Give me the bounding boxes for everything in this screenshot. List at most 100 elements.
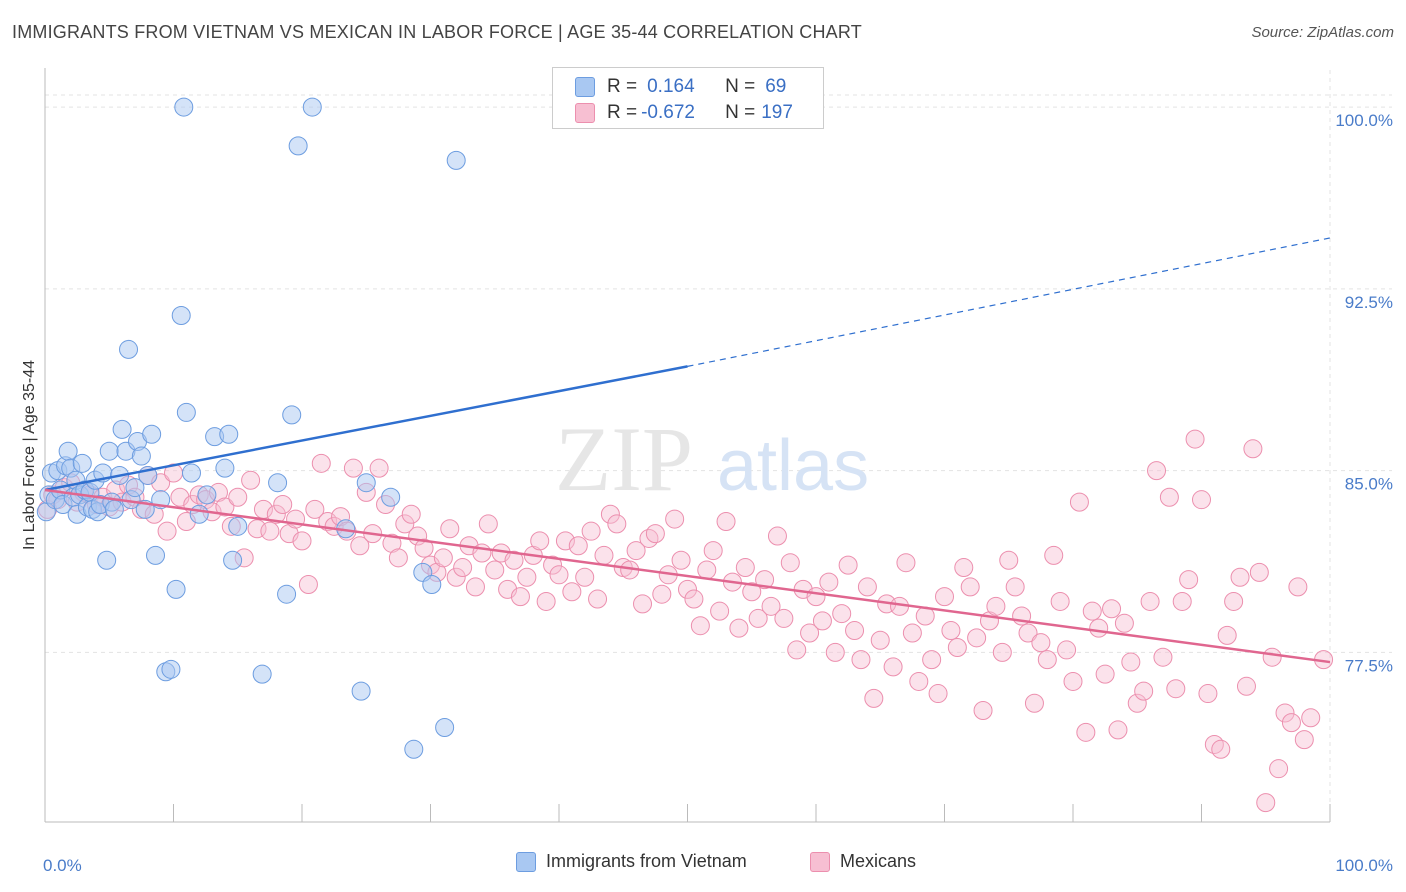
mexicans-point [453, 558, 473, 578]
mexicans-point [1217, 625, 1237, 645]
mexicans-point [1147, 461, 1167, 481]
legend-item-mexicans[interactable]: Mexicans [810, 851, 916, 872]
legend-item-vietnam[interactable]: Immigrants from Vietnam [516, 851, 747, 872]
mexicans-point [896, 553, 916, 573]
mexicans-point [1172, 591, 1192, 611]
vietnam-point [97, 550, 117, 570]
vietnam-point [176, 402, 196, 422]
mexicans-point [735, 558, 755, 578]
vietnam-point [189, 504, 209, 524]
mexicans-point [395, 514, 415, 534]
n-label: N = [725, 76, 756, 97]
mexicans-point [1262, 647, 1282, 667]
mexicans-point [1044, 545, 1064, 565]
y-tick-label: 100.0% [1335, 111, 1393, 130]
vietnam-point [146, 545, 166, 565]
mexicans-point [215, 497, 235, 517]
mexicans-point [1236, 676, 1256, 696]
mexicans-point [555, 531, 575, 551]
mexicans-point [960, 577, 980, 597]
n-label: N = [725, 102, 756, 123]
mexicans-point [504, 550, 524, 570]
r-label: R = [607, 102, 638, 123]
grid [45, 70, 1392, 822]
vietnam-point [99, 441, 119, 461]
mexicans-point [851, 650, 871, 670]
vietnam-point [58, 441, 78, 461]
mexicans-point [947, 638, 967, 658]
mexicans-point [703, 541, 723, 561]
mexicans-point [1211, 739, 1231, 759]
mexicans-point [401, 504, 421, 524]
mexicans-point [433, 548, 453, 568]
stats-row-vietnam: R = 0.164 N = 69 [575, 74, 786, 100]
mexicans-point [1114, 613, 1134, 633]
mexicans-point [241, 470, 261, 490]
mexicans-point [1057, 640, 1077, 660]
mexicans-point [1153, 647, 1173, 667]
mexicans-point [973, 701, 993, 721]
vietnam-point [174, 97, 194, 117]
mexicans-point [652, 584, 672, 604]
vietnam-point [446, 150, 466, 170]
r-value: 0.164 [647, 76, 695, 97]
vietnam-trend-extension [687, 237, 1331, 367]
vietnam-point [215, 458, 235, 478]
mexicans-point [382, 533, 402, 553]
mexicans-point [1024, 693, 1044, 713]
mexicans-point [1249, 562, 1269, 582]
mexicans-point [761, 596, 781, 616]
vietnam-point [404, 739, 424, 759]
mexicans-point [639, 528, 659, 548]
mexicans-point [575, 567, 595, 587]
swatch-mexicans [575, 103, 595, 123]
n-value: 69 [765, 76, 787, 97]
vietnam-point [72, 453, 92, 473]
mexicans-point [845, 621, 865, 641]
mexicans-point [607, 514, 627, 534]
mexicans-point [1159, 487, 1179, 507]
vietnam-point [181, 463, 201, 483]
mexicans-point [697, 560, 717, 580]
bottom-legend: Immigrants from Vietnam Mexicans [0, 851, 1406, 879]
mexicans-point [1018, 623, 1038, 643]
vietnam-point [302, 97, 322, 117]
mexicans-point [517, 567, 537, 587]
mexicans-point [838, 555, 858, 575]
mexicans-point [883, 657, 903, 677]
mexicans-point [633, 594, 653, 614]
mexicans-point [1121, 652, 1141, 672]
vietnam-point [131, 446, 151, 466]
vietnam-point [161, 659, 181, 679]
vietnam-point [351, 681, 371, 701]
legend-swatch-mexicans [810, 851, 830, 872]
mexicans-point [1031, 633, 1051, 653]
vietnam-point [171, 305, 191, 325]
mexicans-point [645, 524, 665, 544]
mexicans-point [1127, 693, 1147, 713]
vietnam-point [277, 584, 297, 604]
mexicans-point [1050, 591, 1070, 611]
mexicans-point [485, 560, 505, 580]
vietnam-trend-line [44, 365, 688, 492]
mexicans-points [38, 429, 1334, 813]
mexicans-point [1204, 734, 1224, 754]
vietnam-point [125, 478, 145, 498]
mexicans-point [1005, 577, 1025, 597]
mexicans-point [600, 504, 620, 524]
mexicans-point [678, 579, 697, 599]
mexicans-point [857, 577, 877, 597]
swatch-vietnam [575, 77, 595, 97]
mexicans-point [1076, 722, 1096, 742]
mexicans-point [832, 604, 852, 624]
mexicans-point [440, 519, 460, 539]
mexicans-point [1294, 730, 1314, 750]
mexicans-point [369, 458, 389, 478]
vietnam-point [104, 499, 124, 519]
mexicans-point [716, 511, 736, 531]
mexicans-point [1224, 591, 1244, 611]
vietnam-points [36, 97, 466, 759]
mexicans-point [902, 623, 922, 643]
x-tick-label: 100.0% [1335, 856, 1393, 875]
vietnam-point [268, 473, 288, 493]
